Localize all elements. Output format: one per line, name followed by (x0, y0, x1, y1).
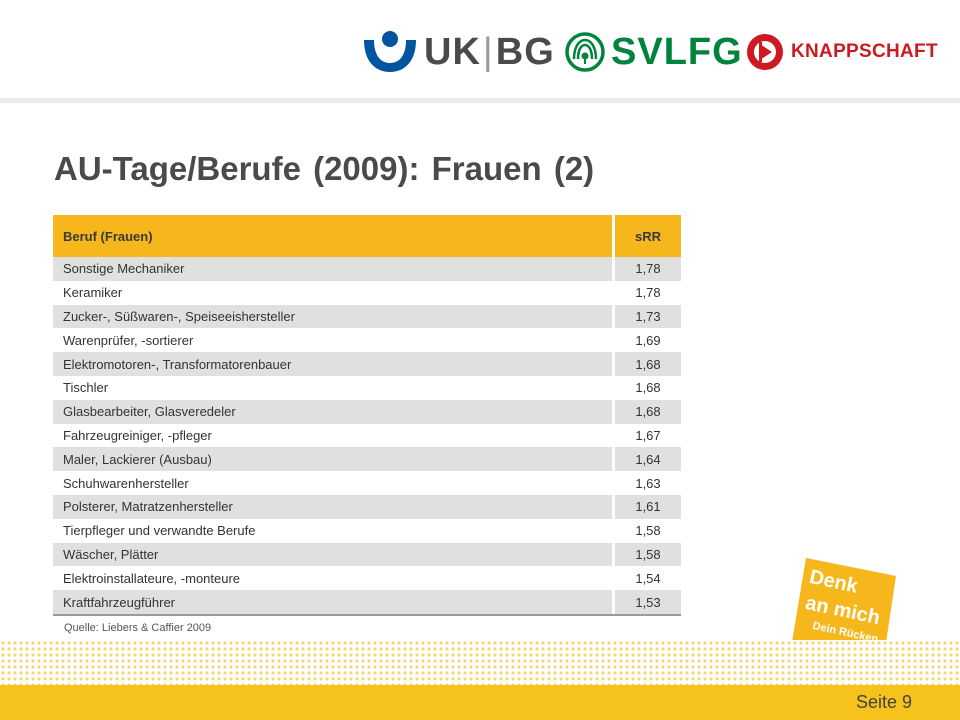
table-row: Polsterer, Matratzenhersteller 1,61 (53, 494, 681, 519)
srr-value-cell: 1,78 (615, 257, 681, 281)
source-note: Quelle: Liebers & Caffier 2009 (64, 622, 212, 634)
table-row: Zucker-, Süßwaren-, Speiseeishersteller 1… (53, 304, 681, 329)
srr-value-cell: 1,54 (615, 566, 681, 591)
ukbg-figure-icon (364, 31, 416, 72)
srr-value-cell: 1,68 (615, 352, 681, 376)
occupation-cell: Kraftfahrzeugführer (53, 590, 612, 614)
occupation-table: Beruf (Frauen) sRR Sonstige Mechaniker 1,… (53, 215, 681, 616)
srr-value-cell: 1,68 (615, 375, 681, 400)
occupation-cell: Schuhwarenhersteller (53, 471, 612, 495)
table-bottom-rule (53, 613, 681, 616)
table-row: Kraftfahrzeugführer 1,53 (53, 590, 681, 614)
srr-value-cell: 1,68 (615, 399, 681, 424)
header-bar (0, 0, 960, 100)
srr-value-cell: 1,64 (615, 447, 681, 472)
srr-value-cell: 1,73 (615, 304, 681, 329)
occupation-cell: Elektroinstallateure, -monteure (53, 566, 612, 591)
occupation-cell: Zucker-, Süßwaren-, Speiseeishersteller (53, 304, 612, 329)
table-row: Maler, Lackierer (Ausbau) 1,64 (53, 447, 681, 472)
occupation-cell: Glasbearbeiter, Glasveredeler (53, 399, 612, 424)
table-body: Sonstige Mechaniker 1,78 Keramiker 1,78 Zuck… (53, 257, 681, 614)
srr-value-cell: 1,61 (615, 494, 681, 519)
page-title: AU-Tage/Berufe (2009): Frauen (2) (54, 150, 595, 187)
table-row: Warenprüfer, -sortierer 1,69 (53, 328, 681, 353)
srr-value-cell: 1,67 (615, 423, 681, 448)
table-row: Tischler 1,68 (53, 375, 681, 400)
occupation-cell: Sonstige Mechaniker (53, 257, 612, 281)
srr-value-cell: 1,63 (615, 471, 681, 495)
occupation-cell: Tischler (53, 375, 612, 400)
knappschaft-logo: KNAPPSCHAFT (745, 28, 938, 76)
table-row: Glasbearbeiter, Glasveredeler 1,68 (53, 399, 681, 424)
occupation-cell: Warenprüfer, -sortierer (53, 328, 612, 353)
table-row: Keramiker 1,78 (53, 280, 681, 305)
table-row: Sonstige Mechaniker 1,78 (53, 257, 681, 281)
table-row: Elektromotoren-, Transformatorenbauer 1,6… (53, 352, 681, 376)
srr-value-cell: 1,78 (615, 280, 681, 305)
page-number: Seite 9 (855, 692, 912, 712)
occupation-cell: Keramiker (53, 280, 612, 305)
table-row: Elektroinstallateure, -monteure 1,54 (53, 566, 681, 591)
dot-pattern-band (0, 640, 960, 686)
occupation-cell: Fahrzeugreiniger, -pfleger (53, 423, 612, 448)
occupation-cell: Polsterer, Matratzenhersteller (53, 494, 612, 519)
header-divider (0, 98, 960, 103)
occupation-cell: Wäscher, Plätter (53, 542, 612, 567)
knappschaft-emblem-icon (747, 34, 783, 70)
table-header-row: Beruf (Frauen) sRR (53, 215, 681, 257)
header-srr: sRR (615, 215, 681, 257)
knappschaft-logo-text: KNAPPSCHAFT (791, 41, 938, 62)
header-occupation: Beruf (Frauen) (53, 215, 612, 257)
ukbg-logo-text: UK|BG (424, 30, 555, 73)
svlfg-logo-text: SVLFG (611, 30, 743, 73)
svlfg-emblem-icon (565, 32, 605, 72)
occupation-cell: Tierpfleger und verwandte Berufe (53, 518, 612, 543)
srr-value-cell: 1,69 (615, 328, 681, 353)
footer-bar (0, 685, 960, 720)
ukbg-logo: UK|BG (362, 28, 555, 76)
table-row: Wäscher, Plätter 1,58 (53, 542, 681, 567)
table-row: Tierpfleger und verwandte Berufe 1,58 (53, 518, 681, 543)
srr-value-cell: 1,58 (615, 542, 681, 567)
table-row: Schuhwarenhersteller 1,63 (53, 471, 681, 495)
srr-value-cell: 1,53 (615, 590, 681, 614)
occupation-cell: Elektromotoren-, Transformatorenbauer (53, 352, 612, 376)
occupation-cell: Maler, Lackierer (Ausbau) (53, 447, 612, 472)
table-row: Fahrzeugreiniger, -pfleger 1,67 (53, 423, 681, 448)
svlfg-logo: SVLFG (565, 28, 743, 76)
srr-value-cell: 1,58 (615, 518, 681, 543)
